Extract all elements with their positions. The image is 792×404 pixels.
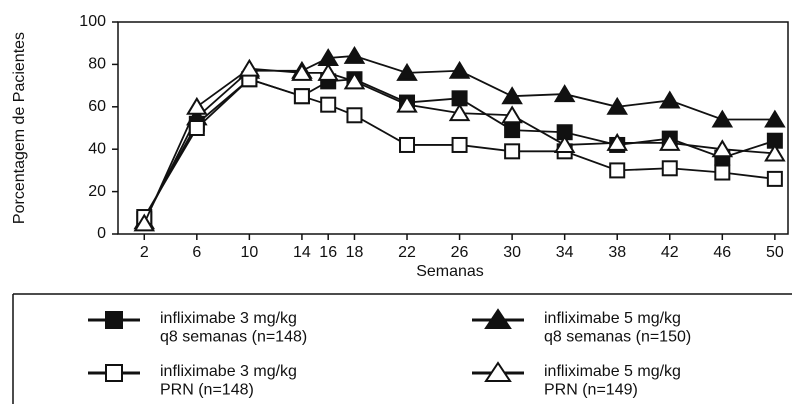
marker	[320, 96, 337, 113]
series-line	[143, 55, 775, 222]
marker	[186, 96, 208, 115]
x-tick-label: 34	[556, 244, 574, 261]
legend-marker	[105, 311, 123, 329]
marker	[766, 170, 783, 187]
marker	[504, 143, 521, 160]
marker	[293, 88, 310, 105]
x-tick-label: 46	[713, 244, 731, 261]
plot-frame	[117, 21, 789, 235]
marker	[504, 122, 521, 139]
marker	[396, 62, 418, 81]
marker	[661, 160, 678, 177]
marker	[606, 132, 628, 151]
marker	[238, 58, 261, 77]
x-tick-label: 14	[293, 244, 311, 261]
marker	[188, 120, 205, 136]
legend-label: infliximabe 3 mg/kg q8 semanas (n=148)	[160, 310, 307, 345]
legend-label: infliximabe 5 mg/kg q8 semanas (n=150)	[544, 310, 691, 345]
x-tick-label: 6	[192, 244, 201, 261]
marker	[711, 109, 734, 128]
marker	[291, 62, 313, 81]
x-tick-label: 18	[346, 244, 364, 261]
legend-label: infliximabe 3 mg/kg PRN (n=148)	[160, 363, 297, 398]
marker	[553, 84, 576, 103]
x-tick-label: 16	[319, 244, 337, 261]
marker	[658, 132, 681, 151]
legend-frame	[12, 293, 792, 404]
x-tick-label: 22	[398, 244, 416, 261]
marker	[317, 62, 339, 81]
x-tick-label: 2	[140, 244, 149, 261]
y-tick-label: 20	[88, 183, 106, 200]
marker	[133, 213, 156, 232]
series-line	[143, 67, 775, 224]
x-tick-label: 30	[503, 244, 521, 261]
marker	[448, 60, 471, 79]
marker	[553, 135, 576, 153]
legend-label: infliximabe 5 mg/kg PRN (n=149)	[544, 363, 681, 398]
marker	[501, 105, 523, 124]
legend-marker	[484, 361, 512, 382]
marker	[396, 94, 418, 113]
marker	[399, 136, 416, 153]
y-axis-label: Porcentagem de Pacientes	[11, 32, 28, 224]
marker	[451, 136, 468, 153]
marker	[448, 103, 471, 122]
y-tick-label: 0	[97, 225, 106, 242]
x-axis-label: Semanas	[416, 263, 484, 280]
series-line	[143, 78, 775, 218]
marker	[609, 162, 626, 179]
marker	[606, 96, 628, 115]
x-tick-label: 10	[240, 244, 258, 261]
legend-marker	[484, 308, 512, 329]
marker	[343, 71, 366, 90]
marker	[714, 164, 731, 181]
x-tick-label: 26	[451, 244, 469, 261]
y-tick-label: 60	[88, 98, 106, 115]
y-tick-label: 100	[79, 13, 106, 30]
marker	[711, 139, 734, 158]
marker	[764, 143, 786, 162]
marker	[764, 109, 786, 128]
y-tick-label: 40	[88, 140, 106, 157]
legend-marker	[105, 364, 123, 382]
marker	[501, 86, 523, 105]
marker	[346, 107, 363, 124]
y-tick-label: 80	[88, 56, 106, 73]
x-tick-label: 38	[608, 244, 626, 261]
x-tick-label: 42	[661, 244, 679, 261]
marker	[343, 45, 366, 64]
x-tick-label: 50	[766, 244, 784, 261]
marker	[658, 90, 681, 109]
